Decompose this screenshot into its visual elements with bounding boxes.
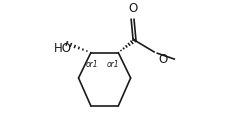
Text: HO: HO xyxy=(54,42,71,55)
Text: O: O xyxy=(158,53,167,66)
Text: O: O xyxy=(127,2,137,15)
Text: or1: or1 xyxy=(85,60,98,69)
Text: or1: or1 xyxy=(106,60,119,69)
